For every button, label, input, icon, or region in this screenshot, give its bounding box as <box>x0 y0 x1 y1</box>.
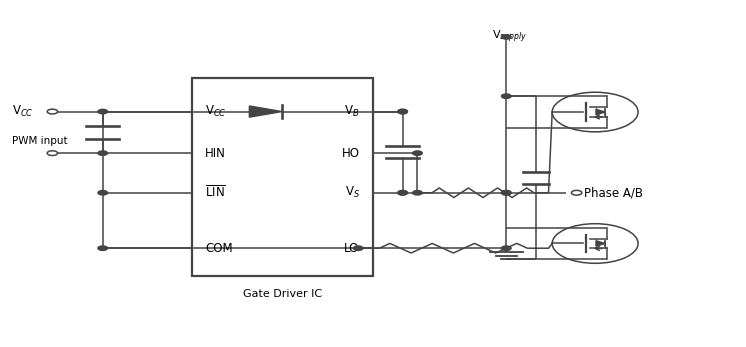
Text: V$_{CC}$: V$_{CC}$ <box>12 104 34 119</box>
Text: V$_{supply}$: V$_{supply}$ <box>492 28 527 45</box>
Circle shape <box>398 109 407 114</box>
Circle shape <box>98 246 107 251</box>
Circle shape <box>501 191 511 195</box>
Text: HIN: HIN <box>205 147 226 160</box>
Circle shape <box>501 246 511 251</box>
Circle shape <box>98 191 107 195</box>
Text: PWM input: PWM input <box>12 136 67 146</box>
Circle shape <box>354 246 363 251</box>
Circle shape <box>398 109 407 114</box>
Circle shape <box>501 94 511 99</box>
Circle shape <box>98 109 107 114</box>
Circle shape <box>413 191 422 195</box>
Polygon shape <box>596 109 605 115</box>
Circle shape <box>398 191 407 195</box>
Circle shape <box>98 151 107 155</box>
Circle shape <box>398 191 407 195</box>
Text: HO: HO <box>342 147 360 160</box>
Text: $\overline{\rm LIN}$: $\overline{\rm LIN}$ <box>205 185 226 201</box>
Text: LO: LO <box>345 242 360 255</box>
FancyBboxPatch shape <box>192 78 373 276</box>
Text: Phase A/B: Phase A/B <box>584 186 643 199</box>
Circle shape <box>413 151 422 155</box>
Text: COM: COM <box>205 242 233 255</box>
Polygon shape <box>249 106 282 117</box>
Text: V$_{CC}$: V$_{CC}$ <box>205 104 227 119</box>
Text: Gate Driver IC: Gate Driver IC <box>242 289 322 299</box>
Polygon shape <box>596 241 605 246</box>
Circle shape <box>501 35 511 39</box>
Text: V$_{B}$: V$_{B}$ <box>345 104 360 119</box>
Text: V$_{S}$: V$_{S}$ <box>345 185 360 200</box>
Circle shape <box>501 191 511 195</box>
